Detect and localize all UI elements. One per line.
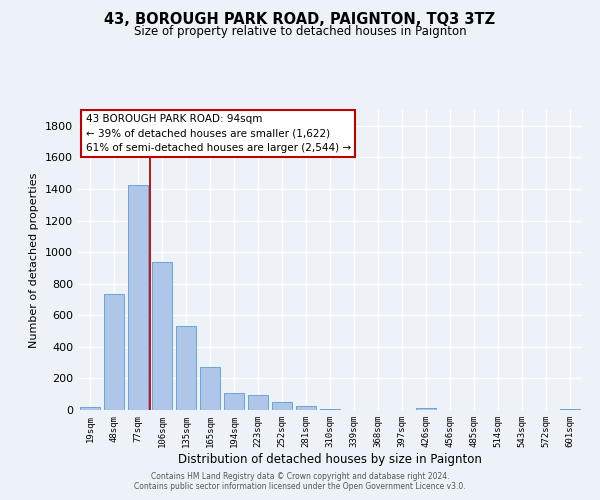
Bar [176,326,196,410]
Bar [152,262,172,410]
Bar [248,395,268,410]
Bar [560,408,580,410]
Bar [272,402,292,410]
Text: Contains HM Land Registry data © Crown copyright and database right 2024.: Contains HM Land Registry data © Crown c… [151,472,449,481]
Bar [320,408,340,410]
Text: 43, BOROUGH PARK ROAD, PAIGNTON, TQ3 3TZ: 43, BOROUGH PARK ROAD, PAIGNTON, TQ3 3TZ [104,12,496,28]
Text: 43 BOROUGH PARK ROAD: 94sqm
← 39% of detached houses are smaller (1,622)
61% of : 43 BOROUGH PARK ROAD: 94sqm ← 39% of det… [86,114,350,154]
Text: Contains public sector information licensed under the Open Government Licence v3: Contains public sector information licen… [134,482,466,491]
Bar [224,394,244,410]
Bar [416,408,436,410]
Bar [80,407,100,410]
Y-axis label: Number of detached properties: Number of detached properties [29,172,40,348]
X-axis label: Distribution of detached houses by size in Paignton: Distribution of detached houses by size … [178,452,482,466]
Bar [104,294,124,410]
Bar [128,185,148,410]
Bar [296,406,316,410]
Bar [200,368,220,410]
Text: Size of property relative to detached houses in Paignton: Size of property relative to detached ho… [134,25,466,38]
